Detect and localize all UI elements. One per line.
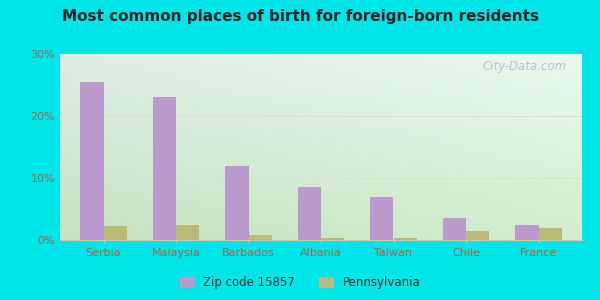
Bar — [443, 218, 466, 240]
Bar — [153, 98, 176, 240]
Bar — [515, 224, 539, 240]
Bar — [298, 187, 321, 240]
Bar — [104, 226, 127, 240]
Bar — [394, 238, 417, 240]
Bar — [370, 196, 394, 240]
Bar — [248, 235, 272, 240]
Bar — [466, 231, 489, 240]
Text: City-Data.com: City-Data.com — [482, 60, 566, 73]
Bar — [80, 82, 104, 240]
Bar — [321, 238, 344, 240]
Text: Most common places of birth for foreign-born residents: Most common places of birth for foreign-… — [62, 9, 539, 24]
Legend: Zip code 15857, Pennsylvania: Zip code 15857, Pennsylvania — [175, 272, 425, 294]
Bar — [539, 228, 562, 240]
Bar — [226, 166, 248, 240]
Bar — [176, 224, 199, 240]
